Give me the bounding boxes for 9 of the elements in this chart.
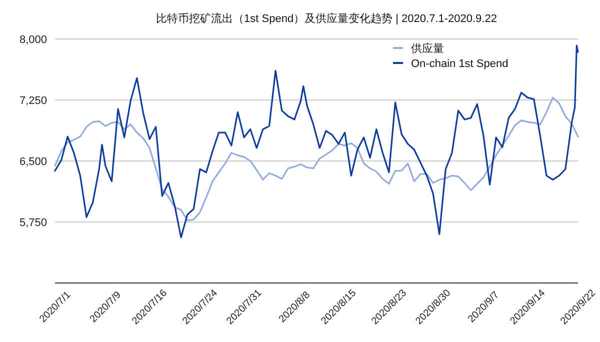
legend-label: On-chain 1st Spend (411, 58, 508, 70)
line-series (54, 96, 579, 222)
line-series (54, 44, 579, 238)
y-tick-label: 8,000 (19, 34, 47, 46)
legend-label: 供应量 (411, 42, 444, 55)
y-tick-label: 5,750 (19, 217, 47, 229)
y-tick-label: 7,250 (19, 95, 47, 107)
y-tick-label: 6,500 (19, 156, 47, 168)
chart-title: 比特币挖矿流出（1st Spend）及供应量变化趋势 | 2020.7.1-2020.9.22 (156, 12, 497, 25)
